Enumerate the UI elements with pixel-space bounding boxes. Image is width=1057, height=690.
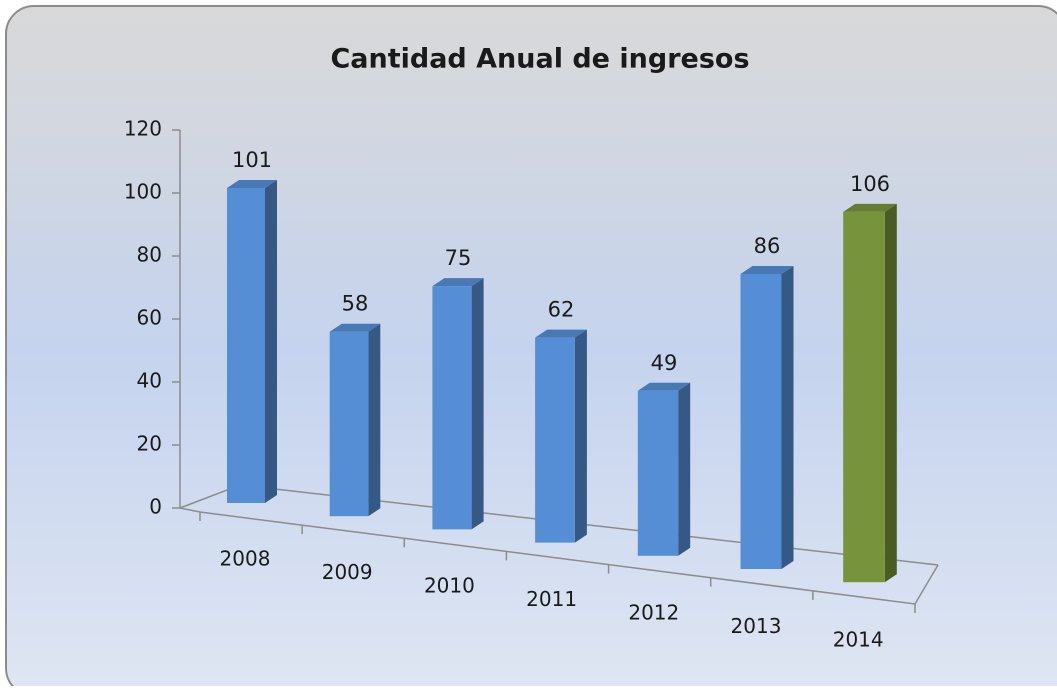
- bar: [535, 337, 575, 543]
- bar-side: [678, 382, 691, 556]
- x-tick-label: 2012: [628, 601, 679, 625]
- value-label: 101: [232, 148, 272, 172]
- bar: [432, 286, 472, 530]
- x-tick-label: 2010: [424, 574, 475, 598]
- bar: [329, 331, 369, 517]
- chart-background: [5, 5, 1057, 690]
- bar-side: [781, 265, 794, 569]
- y-tick-label: 60: [137, 306, 162, 330]
- x-tick-label: 2008: [220, 547, 271, 571]
- x-tick-label: 2009: [322, 560, 373, 584]
- bar-top: [535, 329, 587, 338]
- y-tick-label: 20: [137, 432, 162, 456]
- y-tick-label: 120: [124, 117, 162, 141]
- y-tick-label: 0: [149, 495, 162, 519]
- bar-top: [843, 203, 897, 212]
- value-label: 106: [850, 172, 890, 196]
- y-tick-label: 100: [124, 180, 162, 204]
- bar-side: [574, 329, 587, 543]
- x-tick-label: 2013: [731, 614, 782, 638]
- y-tick-label: 40: [137, 369, 162, 393]
- x-tick-label: 2014: [833, 628, 884, 652]
- bar-side: [265, 180, 277, 503]
- bar-top: [740, 265, 794, 274]
- value-label: 62: [548, 298, 575, 322]
- bar: [227, 188, 265, 503]
- bar-top: [637, 382, 691, 391]
- bar-top: [329, 323, 381, 332]
- bar-side: [884, 203, 897, 583]
- value-label: 49: [651, 351, 678, 375]
- bar-side: [471, 278, 484, 530]
- chart-title: Cantidad Anual de ingresos: [330, 44, 749, 75]
- bar: [740, 273, 782, 569]
- x-tick-label: 2011: [526, 587, 577, 611]
- value-label: 75: [445, 246, 472, 270]
- bar: [843, 211, 885, 583]
- floor-front: [179, 507, 939, 605]
- bar-side: [368, 323, 381, 517]
- bar: [637, 390, 679, 556]
- bar-top: [432, 278, 484, 287]
- y-tick-label: 80: [137, 243, 162, 267]
- value-label: 58: [342, 292, 369, 316]
- value-label: 86: [754, 234, 781, 258]
- bar-top: [227, 180, 277, 188]
